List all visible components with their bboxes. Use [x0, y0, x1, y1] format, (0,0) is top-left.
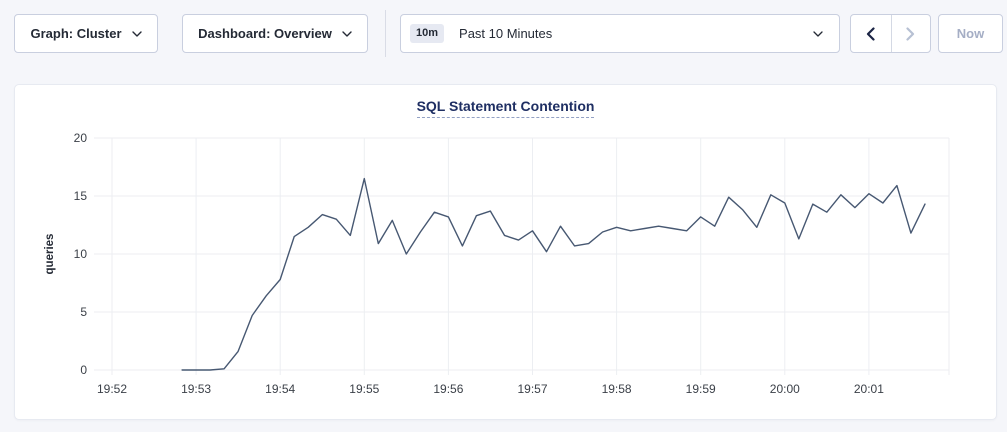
sql-statement-contention-chart: 0 5 10 15 20 19:52 19:53 19:54 19:55 19:56 19:57 19… — [44, 131, 950, 396]
chevron-right-icon — [906, 26, 915, 41]
x-tick-label: 19:53 — [181, 382, 211, 396]
chart-title-row: SQL Statement Contention — [15, 98, 996, 118]
toolbar: Graph: Cluster Dashboard: Overview 10m P… — [0, 0, 1007, 70]
time-window-badge: 10m — [410, 24, 445, 43]
graph-dropdown-label: Graph: Cluster — [30, 26, 122, 41]
y-tick-label: 5 — [80, 305, 87, 319]
graph-dropdown[interactable]: Graph: Cluster — [14, 14, 158, 53]
x-tick-label: 19:58 — [602, 382, 632, 396]
x-tick-label: 19:54 — [265, 382, 295, 396]
y-tick-label: 10 — [74, 247, 88, 261]
chart-card: SQL Statement Contention 0 5 10 15 20 19:52 19… — [14, 84, 997, 420]
chart-title[interactable]: SQL Statement Contention — [416, 98, 595, 118]
y-tick-label: 20 — [74, 131, 88, 145]
x-tick-label: 19:59 — [686, 382, 716, 396]
chevron-left-icon — [867, 26, 875, 41]
x-tick-label: 20:00 — [770, 382, 800, 396]
x-tick-label: 19:55 — [349, 382, 379, 396]
series-line — [181, 177, 926, 371]
dashboard-dropdown[interactable]: Dashboard: Overview — [182, 14, 368, 53]
y-tick-label: 0 — [80, 363, 87, 377]
x-tick-label: 20:01 — [854, 382, 884, 396]
x-tick-label: 19:57 — [517, 382, 547, 396]
chevron-down-icon — [131, 30, 142, 37]
chevron-down-icon — [342, 30, 352, 37]
x-tick-label: 19:52 — [97, 382, 127, 396]
dashboard-dropdown-label: Dashboard: Overview — [198, 26, 332, 41]
x-tick-label: 19:56 — [433, 382, 463, 396]
time-forward-button[interactable] — [890, 15, 931, 52]
toolbar-divider — [385, 10, 386, 57]
time-shift-button-group — [850, 14, 931, 53]
y-axis-title: queries — [44, 234, 56, 275]
time-range-label: Past 10 Minutes — [459, 26, 553, 41]
time-backward-button[interactable] — [851, 15, 891, 52]
chevron-down-icon — [813, 31, 823, 37]
time-range-picker[interactable]: 10m Past 10 Minutes — [400, 14, 840, 53]
now-button[interactable]: Now — [938, 14, 1003, 53]
y-tick-label: 15 — [74, 189, 88, 203]
